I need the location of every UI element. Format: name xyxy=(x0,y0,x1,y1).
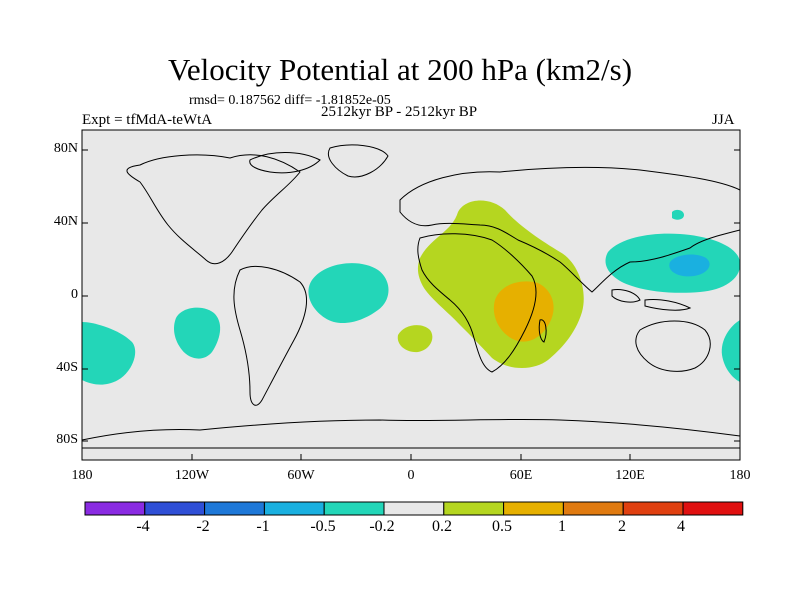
negative-anomaly-atlantic xyxy=(308,263,389,324)
y-label-80s: 80S xyxy=(56,432,78,447)
stats-line: rmsd= 0.187562 diff= -1.81852e-05 xyxy=(189,93,391,108)
colorbar-swatch xyxy=(84,501,146,516)
colorbar-label: 1 xyxy=(558,518,566,535)
colorbar-label: -2 xyxy=(196,518,210,535)
negative-anomaly-pacific-west xyxy=(82,322,136,385)
plot-title: Velocity Potential at 200 hPa (km2/s) xyxy=(167,52,633,87)
x-label-180w: 180 xyxy=(71,468,93,483)
colorbar-swatch xyxy=(263,501,325,516)
colorbar-label: 0.5 xyxy=(492,518,512,535)
x-label-60w: 60W xyxy=(287,468,315,483)
colorbar-swatch xyxy=(144,501,206,516)
colorbar-label: -0.2 xyxy=(369,518,395,535)
negative-anomaly-japan xyxy=(672,209,684,220)
colorbar-label: -1 xyxy=(256,518,270,535)
x-label-0: 0 xyxy=(407,468,415,483)
colorbar-swatch xyxy=(443,501,505,516)
y-label-80n: 80N xyxy=(53,141,78,156)
colorbar-label: -4 xyxy=(136,518,150,535)
colorbar-swatch xyxy=(562,501,624,516)
season-label: JJA xyxy=(712,112,735,128)
colorbar-label: 4 xyxy=(677,518,685,535)
y-label-40s: 40S xyxy=(56,360,78,375)
axis-ticks xyxy=(81,149,741,460)
colorbar-swatch xyxy=(503,501,564,516)
period-label: 2512kyr BP - 2512kyr BP xyxy=(321,104,478,120)
colorbar-label: 0.2 xyxy=(432,518,452,535)
positive-anomaly-small xyxy=(397,325,433,353)
y-label-0: 0 xyxy=(71,287,78,302)
x-label-180e: 180 xyxy=(729,468,751,483)
colorbar-swatch xyxy=(323,501,385,516)
colorbar xyxy=(84,501,744,516)
negative-core-west-pacific xyxy=(669,254,710,277)
y-label-40n: 40N xyxy=(53,214,78,229)
negative-anomaly-pacific-east xyxy=(174,307,221,359)
experiment-label: Expt = tfMdA-teWtA xyxy=(82,112,213,128)
negative-anomaly-east-edge xyxy=(721,320,740,382)
colorbar-label: -0.5 xyxy=(310,518,336,535)
colorbar-swatch xyxy=(383,501,445,516)
colorbar-swatch xyxy=(622,501,684,516)
colorbar-label: 2 xyxy=(618,518,626,535)
positive-core xyxy=(493,281,554,342)
x-label-120e: 120E xyxy=(615,468,645,483)
x-label-120w: 120W xyxy=(174,468,210,483)
colorbar-swatch xyxy=(204,501,265,516)
coastlines xyxy=(81,144,741,449)
colorbar-swatch xyxy=(682,501,744,516)
x-label-60e: 60E xyxy=(509,468,533,483)
map-background xyxy=(82,130,740,460)
